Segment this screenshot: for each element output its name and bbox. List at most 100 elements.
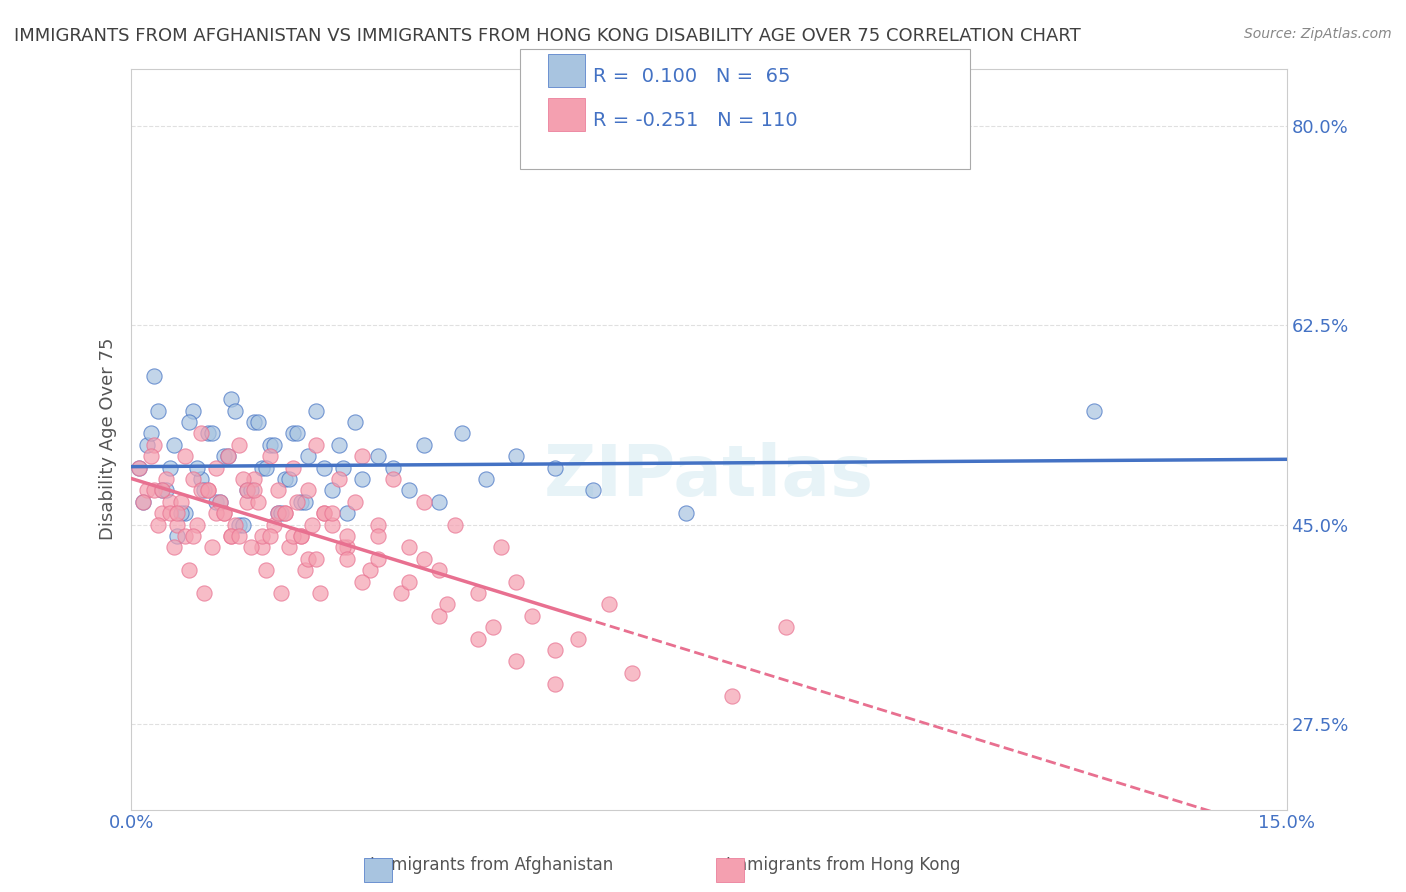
Point: [281, 529, 304, 543]
Point: [505, 654, 527, 668]
Point: [143, 483, 166, 498]
Point: [312, 460, 335, 475]
Point: [467, 586, 489, 600]
Point: [132, 494, 155, 508]
Point: [259, 529, 281, 543]
Point: [232, 517, 254, 532]
Point: [544, 643, 567, 657]
Point: [197, 426, 219, 441]
Point: [427, 494, 450, 508]
Point: [236, 483, 259, 498]
Point: [266, 483, 288, 498]
Point: [398, 483, 420, 498]
Point: [1083, 403, 1105, 417]
Point: [239, 483, 262, 498]
Point: [228, 517, 250, 532]
Point: [274, 506, 297, 520]
Text: R =  0.100   N =  65: R = 0.100 N = 65: [593, 67, 790, 86]
Point: [205, 460, 228, 475]
Point: [186, 460, 208, 475]
Point: [281, 460, 304, 475]
Point: [332, 460, 354, 475]
Point: [221, 529, 243, 543]
Point: [305, 551, 328, 566]
Point: [332, 541, 354, 555]
Point: [243, 483, 266, 498]
Point: [285, 494, 308, 508]
Point: [520, 608, 543, 623]
Point: [436, 598, 458, 612]
Point: [297, 483, 319, 498]
Point: [443, 517, 465, 532]
Point: [775, 620, 797, 634]
Point: [620, 665, 643, 680]
Point: [290, 529, 312, 543]
Point: [270, 506, 292, 520]
Point: [217, 449, 239, 463]
Point: [721, 689, 744, 703]
Point: [389, 586, 412, 600]
Point: [243, 415, 266, 429]
Point: [181, 472, 204, 486]
Point: [224, 517, 246, 532]
Point: [305, 403, 328, 417]
Point: [212, 506, 235, 520]
Point: [243, 472, 266, 486]
Point: [177, 563, 200, 577]
Point: [398, 574, 420, 589]
Point: [148, 517, 170, 532]
Point: [467, 632, 489, 646]
Point: [294, 563, 316, 577]
Point: [150, 506, 173, 520]
Point: [177, 415, 200, 429]
Point: [567, 632, 589, 646]
Point: [278, 472, 301, 486]
Point: [174, 449, 197, 463]
Point: [263, 438, 285, 452]
Point: [382, 472, 405, 486]
Point: [150, 483, 173, 498]
Point: [143, 438, 166, 452]
Point: [155, 472, 177, 486]
Point: [582, 483, 605, 498]
Point: [208, 494, 231, 508]
Point: [193, 586, 215, 600]
Point: [266, 506, 288, 520]
Point: [413, 438, 436, 452]
Point: [162, 541, 184, 555]
Point: [336, 529, 359, 543]
Point: [281, 426, 304, 441]
Point: [367, 551, 389, 566]
Point: [301, 517, 323, 532]
Point: [250, 529, 273, 543]
Point: [544, 460, 567, 475]
Point: [212, 449, 235, 463]
Point: [197, 483, 219, 498]
Point: [312, 506, 335, 520]
Point: [398, 541, 420, 555]
Point: [427, 563, 450, 577]
Point: [228, 529, 250, 543]
Point: [139, 426, 162, 441]
Point: [598, 598, 620, 612]
Point: [208, 494, 231, 508]
Point: [135, 438, 157, 452]
Point: [217, 449, 239, 463]
Point: [294, 494, 316, 508]
Point: [336, 506, 359, 520]
Point: [190, 472, 212, 486]
Point: [159, 460, 181, 475]
Point: [148, 403, 170, 417]
Point: [250, 541, 273, 555]
Point: [254, 563, 277, 577]
Point: [250, 460, 273, 475]
Point: [132, 494, 155, 508]
Text: ZIPatlas: ZIPatlas: [544, 442, 875, 510]
Point: [128, 460, 150, 475]
Point: [143, 369, 166, 384]
Point: [328, 438, 350, 452]
Point: [309, 586, 332, 600]
Point: [297, 551, 319, 566]
Point: [259, 449, 281, 463]
Point: [224, 403, 246, 417]
